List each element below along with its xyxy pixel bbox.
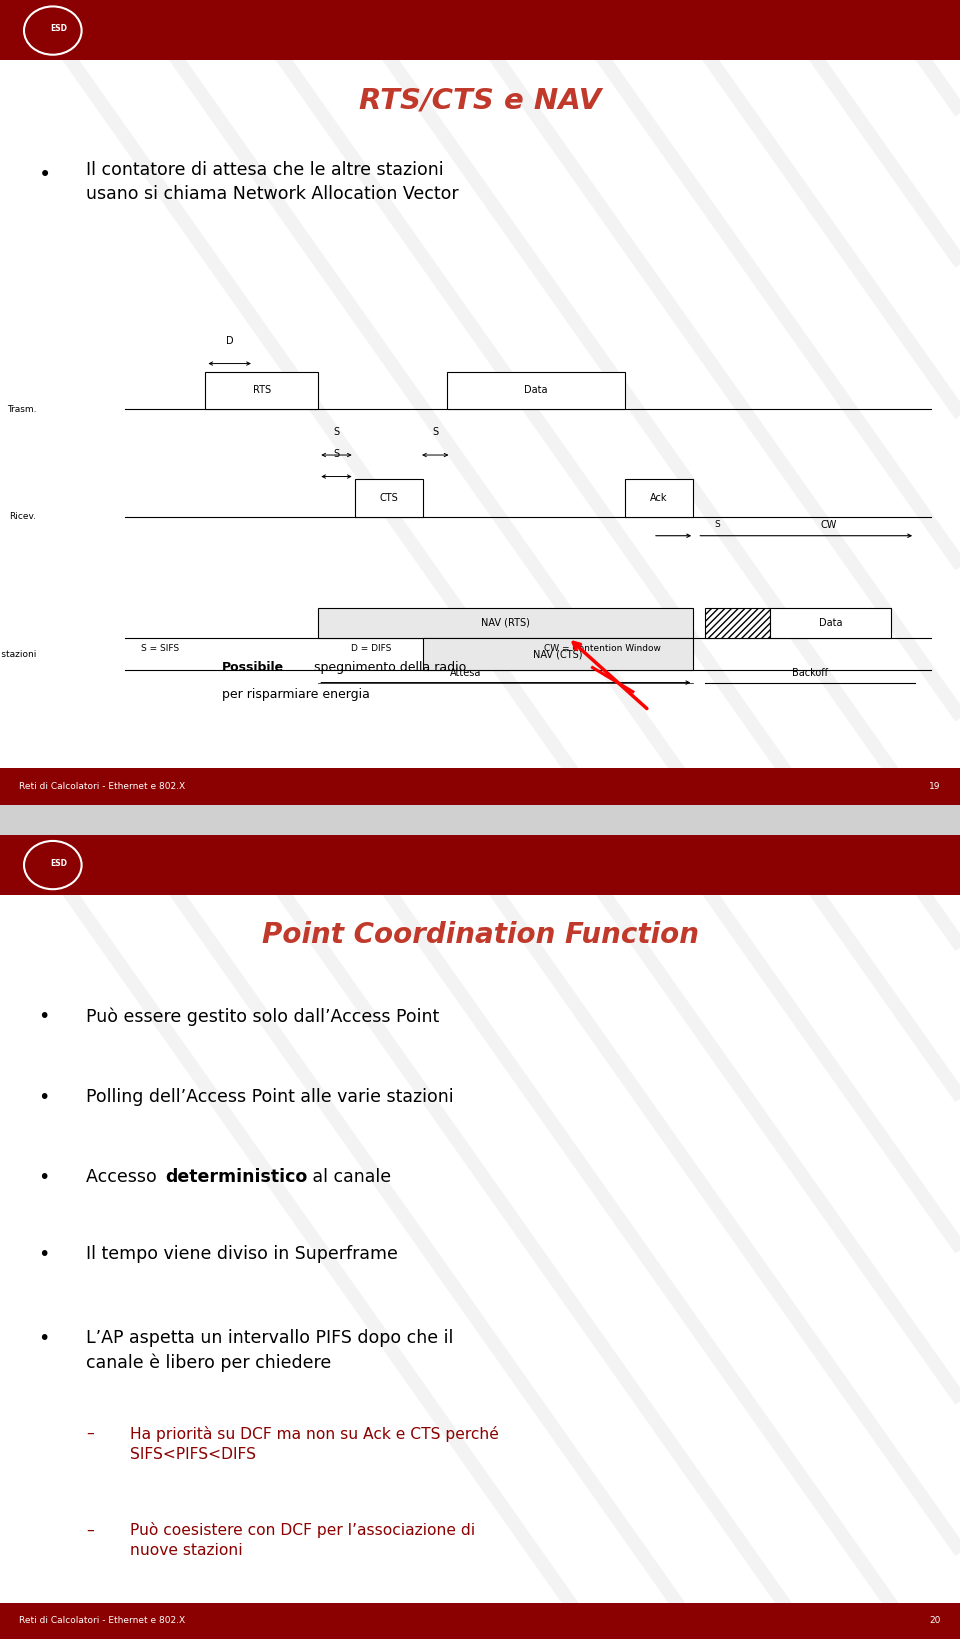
Text: Reti di Calcolatori - Ethernet e 802.X: Reti di Calcolatori - Ethernet e 802.X: [19, 1616, 185, 1626]
Text: S: S: [333, 428, 340, 438]
Text: Ricev.: Ricev.: [9, 513, 36, 521]
Text: 20: 20: [929, 1616, 941, 1626]
Text: Altre stazioni: Altre stazioni: [0, 649, 36, 659]
Text: Backoff: Backoff: [792, 669, 828, 679]
Text: 19: 19: [929, 782, 941, 792]
Text: deterministico: deterministico: [165, 1169, 307, 1187]
Bar: [0, 834, 960, 895]
Text: Può essere gestito solo dall’Access Point: Può essere gestito solo dall’Access Poin…: [86, 1008, 440, 1026]
Text: Data: Data: [819, 618, 842, 628]
Text: D: D: [226, 336, 233, 346]
Text: Polling dell’Access Point alle varie stazioni: Polling dell’Access Point alle varie sta…: [86, 1088, 454, 1106]
Text: spegnimento della radio: spegnimento della radio: [310, 661, 467, 674]
Text: Ack: Ack: [650, 493, 668, 503]
Text: Possibile: Possibile: [222, 661, 284, 674]
Bar: [205, 372, 319, 410]
Text: •: •: [38, 1329, 50, 1349]
Text: Point Coordination Function: Point Coordination Function: [261, 921, 699, 949]
Text: NAV (RTS): NAV (RTS): [481, 618, 530, 628]
Text: Accesso: Accesso: [86, 1169, 162, 1187]
Text: Il tempo viene diviso in Superframe: Il tempo viene diviso in Superframe: [86, 1244, 398, 1262]
Text: RTS: RTS: [252, 385, 271, 395]
Text: CTS: CTS: [379, 493, 398, 503]
Text: ESD: ESD: [50, 859, 67, 869]
Text: RTS/CTS e NAV: RTS/CTS e NAV: [359, 87, 601, 115]
Text: CW = Contention Window: CW = Contention Window: [544, 644, 661, 654]
Text: S: S: [432, 428, 439, 438]
Bar: [0, 1603, 960, 1639]
Text: Può coesistere con DCF per l’associazione di
nuove stazioni: Può coesistere con DCF per l’associazion…: [130, 1523, 475, 1559]
Bar: [706, 608, 770, 638]
Bar: [0, 769, 960, 805]
Text: Il contatore di attesa che le altre stazioni
usano si chiama Network Allocation : Il contatore di attesa che le altre staz…: [86, 161, 459, 203]
Text: Data: Data: [524, 385, 548, 395]
Text: •: •: [38, 1008, 50, 1026]
Text: –: –: [86, 1426, 94, 1441]
Text: NAV (CTS): NAV (CTS): [534, 649, 583, 659]
Text: •: •: [38, 1244, 50, 1264]
Text: al canale: al canale: [307, 1169, 392, 1187]
Text: ESD: ESD: [50, 25, 67, 33]
Text: S: S: [714, 521, 720, 529]
Text: Reti di Calcolatori - Ethernet e 802.X: Reti di Calcolatori - Ethernet e 802.X: [19, 782, 185, 792]
Text: Attesa: Attesa: [450, 669, 481, 679]
Text: Ha priorità su DCF ma non su Ack e CTS perché
SIFS<PIFS<DIFS: Ha priorità su DCF ma non su Ack e CTS p…: [130, 1426, 498, 1462]
Bar: [354, 479, 423, 516]
Text: D = DIFS: D = DIFS: [350, 644, 391, 654]
Text: •: •: [38, 1169, 50, 1187]
Text: S: S: [333, 449, 340, 459]
Text: S = SIFS: S = SIFS: [141, 644, 180, 654]
Bar: [625, 479, 693, 516]
Text: L’AP aspetta un intervallo PIFS dopo che il
canale è libero per chiedere: L’AP aspetta un intervallo PIFS dopo che…: [86, 1329, 454, 1372]
Bar: [770, 608, 891, 638]
Text: CW: CW: [820, 520, 836, 529]
Bar: [319, 608, 693, 638]
Text: •: •: [38, 1088, 50, 1106]
Text: per risparmiare energia: per risparmiare energia: [222, 688, 370, 701]
Text: •: •: [38, 166, 51, 185]
Bar: [0, 0, 960, 61]
Bar: [447, 372, 625, 410]
Text: –: –: [86, 1523, 94, 1537]
Text: Trasm.: Trasm.: [7, 405, 36, 413]
Bar: [423, 638, 693, 670]
